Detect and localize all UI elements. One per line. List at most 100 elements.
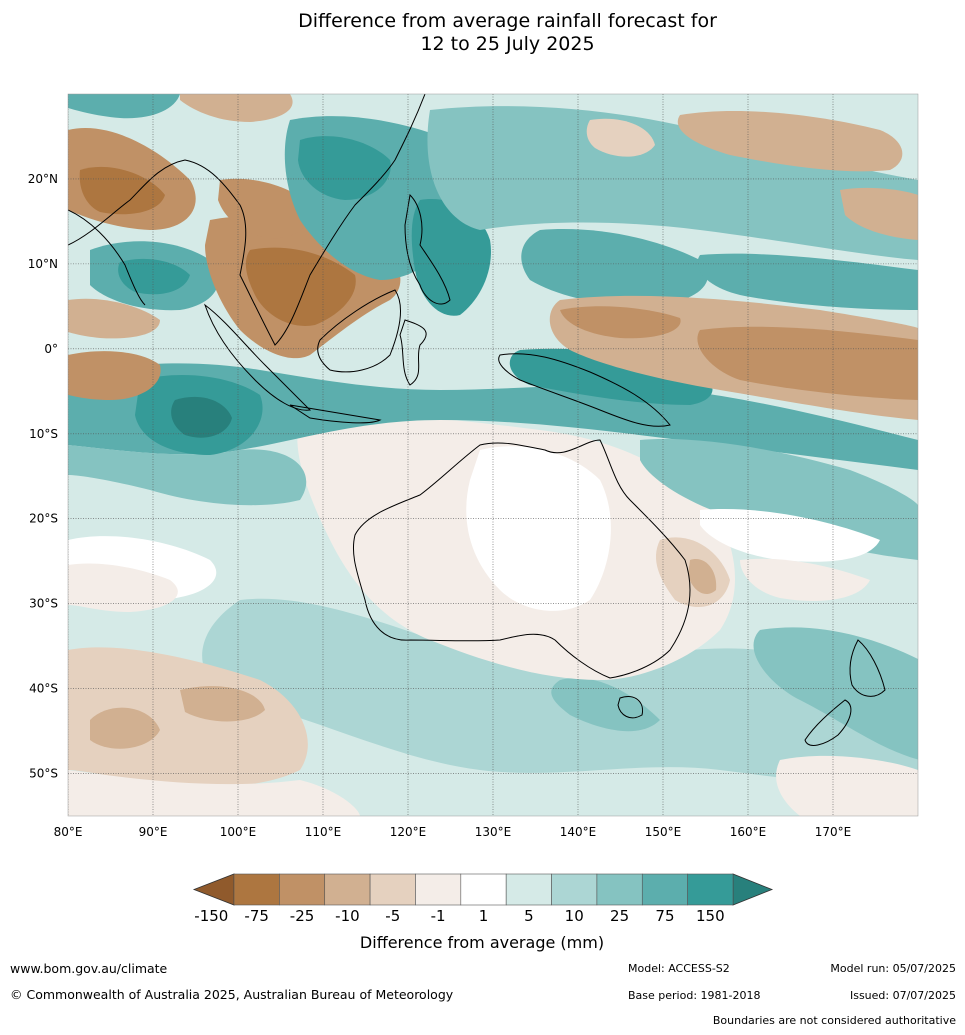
lat-label: 20°N — [28, 172, 58, 186]
lat-label: 10°S — [29, 427, 58, 441]
lat-label: 10°N — [28, 257, 58, 271]
lat-label: 0° — [44, 342, 58, 356]
lat-label: 30°S — [29, 597, 58, 611]
field-white-coral — [700, 509, 880, 562]
latitude-labels: 20°N 10°N 0° 10°S 20°S 30°S 40°S 50°S — [28, 172, 58, 781]
footer-model: Model: ACCESS-S2 — [628, 962, 730, 975]
field-teal-scs-dark — [298, 136, 391, 200]
field-brown-himalaya — [180, 94, 293, 122]
gridlines — [68, 94, 918, 816]
field-teal-tropics-darkest — [171, 396, 232, 438]
field-white-south-2 — [776, 755, 918, 816]
coast-asia — [68, 94, 426, 346]
coast-sumatra — [204, 303, 312, 411]
longitude-labels: 80°E 90°E 100°E 110°E 120°E 130°E 140°E 150°E 16… — [54, 825, 852, 839]
colorbar-segment — [233, 873, 280, 906]
colorbar-segment — [369, 873, 416, 906]
coast-sulawesi — [399, 319, 427, 386]
coast-india — [68, 209, 146, 306]
colorbar-tick-label: 5 — [524, 907, 534, 925]
colorbar-under-arrow — [192, 873, 235, 906]
lon-label: 80°E — [54, 825, 83, 839]
colorbar-segment — [324, 873, 371, 906]
lon-label: 150°E — [645, 825, 682, 839]
field-teal-wpac-mid — [521, 229, 708, 306]
lon-label: 110°E — [305, 825, 342, 839]
field-brown-seasia-dark — [245, 247, 356, 326]
field-brown-indochina — [218, 178, 311, 239]
lon-label: 130°E — [475, 825, 512, 839]
field-teal-nz — [753, 627, 918, 760]
colorbar-tick-label: 25 — [610, 907, 629, 925]
coast-australia — [352, 439, 691, 679]
field-tasman-brown — [740, 558, 870, 601]
footer-issued: Issued: 07/07/2025 — [849, 989, 956, 1002]
coast-nz-south — [804, 699, 852, 746]
field-australia-east-2 — [688, 559, 717, 595]
coast-nz-north — [849, 639, 886, 697]
lon-label: 140°E — [560, 825, 597, 839]
field-brown-west-eq — [68, 351, 161, 400]
colorbar-segment — [415, 873, 462, 906]
footer-copyright: © Commonwealth of Australia 2025, Austra… — [10, 987, 454, 1002]
lon-label: 100°E — [220, 825, 257, 839]
colorbar-tick-label: -150 — [194, 907, 228, 925]
lon-label: 160°E — [730, 825, 767, 839]
field-teal-tropics-light — [68, 445, 307, 506]
title-line-1: Difference from average rainfall forecas… — [298, 10, 717, 32]
lon-label: 170°E — [815, 825, 852, 839]
footer-base-period: Base period: 1981-2018 — [628, 989, 761, 1002]
colorbar-over-arrow — [732, 873, 774, 906]
colorbar-segment — [279, 873, 326, 906]
lon-label: 90°E — [139, 825, 168, 839]
coast-philippines — [404, 193, 451, 305]
colorbar-segment — [505, 873, 552, 906]
field-brown-west — [68, 563, 178, 612]
colorbar-segment — [596, 873, 643, 906]
field-brown-west-eq-light — [68, 298, 160, 339]
footer-boundaries: Boundaries are not considered authoritat… — [712, 1014, 956, 1027]
colorbar-tick-label: 10 — [565, 907, 584, 925]
field-teal-wpac — [427, 106, 918, 260]
field-teal-mpac — [697, 253, 918, 310]
colorbar-tick-label: -1 — [431, 907, 446, 925]
field-brown-npac-light — [586, 118, 655, 157]
colorbar-tick-label: -75 — [244, 907, 269, 925]
colorbar: -150 -75 -25 -10 -5 -1 1 5 10 25 75 150 — [192, 873, 774, 925]
lat-label: 40°S — [29, 682, 58, 696]
field-brown-sw — [68, 647, 308, 787]
footer-model-run: Model run: 05/07/2025 — [830, 962, 956, 975]
field-white-south — [68, 770, 360, 816]
coast-java — [289, 404, 382, 424]
coast-tasmania — [617, 696, 644, 719]
field-brown-npac — [677, 110, 903, 172]
lon-label: 120°E — [390, 825, 427, 839]
field-brown-eqpac-dark — [697, 326, 918, 400]
map-frame — [67, 93, 919, 817]
footer-url[interactable]: www.bom.gov.au/climate — [10, 961, 168, 976]
colorbar-tick-label: -10 — [335, 907, 360, 925]
colorbar-tick-label: 75 — [655, 907, 674, 925]
field-teal-phil — [411, 199, 491, 316]
field-brown-sw-2 — [90, 707, 160, 749]
field-teal-china — [68, 94, 180, 119]
field-teal-bay-dark — [118, 258, 190, 295]
field-brown-npac-2 — [840, 187, 918, 240]
lat-label: 50°S — [29, 767, 58, 781]
colorbar-segment — [641, 873, 688, 906]
colorbar-tick-label: 150 — [696, 907, 725, 925]
title-line-2: 12 to 25 July 2025 — [420, 33, 595, 55]
colorbar-tick-label: -5 — [385, 907, 400, 925]
colorbar-segment — [460, 873, 507, 906]
field-brown-sw-3 — [180, 686, 265, 722]
field-australia-white — [466, 446, 611, 611]
colorbar-tick-label: 1 — [479, 907, 489, 925]
colorbar-title: Difference from average (mm) — [360, 933, 604, 952]
map-area — [68, 94, 918, 816]
colorbar-segment — [551, 873, 598, 906]
coast-png — [498, 353, 671, 427]
lat-label: 20°S — [29, 512, 58, 526]
colorbar-segment — [687, 873, 734, 906]
field-brown-eqpac-mid — [560, 306, 681, 339]
